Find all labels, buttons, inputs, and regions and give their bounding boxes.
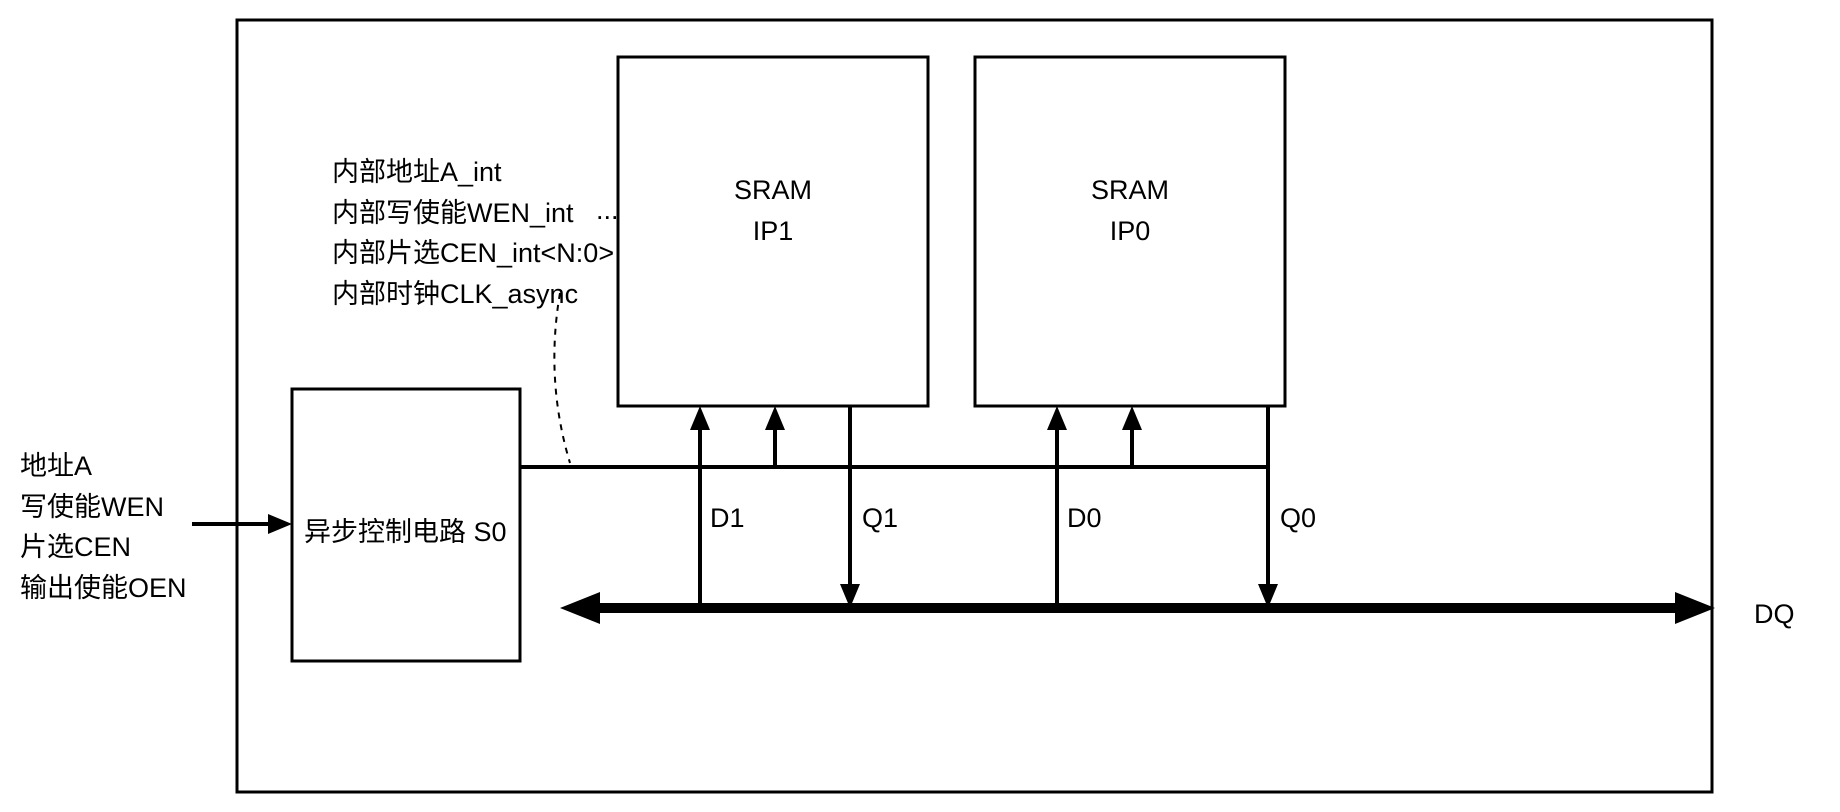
control-label: 异步控制电路 S0 bbox=[304, 512, 507, 553]
internal-wen-label: 内部写使能WEN_int bbox=[332, 193, 614, 234]
dq-label: DQ bbox=[1754, 594, 1795, 635]
dashed-pointer bbox=[554, 293, 570, 463]
input-labels: 地址A 写使能WEN 片选CEN 输出使能OEN bbox=[20, 446, 187, 608]
ellipsis-label: ... bbox=[596, 190, 619, 231]
input-arrow-head bbox=[268, 514, 292, 534]
input-oen-label: 输出使能OEN bbox=[20, 568, 187, 609]
sram0-line1: SRAM bbox=[975, 170, 1285, 211]
diagram-svg bbox=[0, 0, 1840, 812]
sram1-label: SRAM IP1 bbox=[618, 170, 928, 251]
input-addr-label: 地址A bbox=[20, 446, 187, 487]
sram1-line2: IP1 bbox=[618, 211, 928, 252]
d0-branch-arrow bbox=[1122, 406, 1142, 430]
q0-label: Q0 bbox=[1280, 498, 1316, 539]
internal-signal-labels: 内部地址A_int 内部写使能WEN_int 内部片选CEN_int<N:0> … bbox=[332, 152, 614, 314]
d0-label: D0 bbox=[1067, 498, 1102, 539]
internal-addr-label: 内部地址A_int bbox=[332, 152, 614, 193]
dq-right-arrow bbox=[1675, 592, 1715, 624]
sram0-label: SRAM IP0 bbox=[975, 170, 1285, 251]
d1-label: D1 bbox=[710, 498, 745, 539]
q1-up-arrow bbox=[765, 406, 785, 430]
internal-cen-label: 内部片选CEN_int<N:0> bbox=[332, 233, 614, 274]
q1-label: Q1 bbox=[862, 498, 898, 539]
sram0-line2: IP0 bbox=[975, 211, 1285, 252]
d1-arrow-head bbox=[690, 406, 710, 430]
diagram-container: 地址A 写使能WEN 片选CEN 输出使能OEN 内部地址A_int 内部写使能… bbox=[0, 0, 1840, 812]
input-cen-label: 片选CEN bbox=[20, 527, 187, 568]
input-wen-label: 写使能WEN bbox=[20, 487, 187, 528]
d0-arrow-head bbox=[1047, 406, 1067, 430]
internal-clk-label: 内部时钟CLK_async bbox=[332, 274, 614, 315]
sram1-line1: SRAM bbox=[618, 170, 928, 211]
dq-left-arrow bbox=[560, 592, 600, 624]
